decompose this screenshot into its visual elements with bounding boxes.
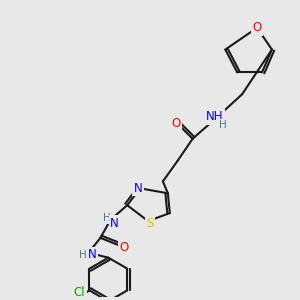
Text: Cl: Cl <box>74 286 85 299</box>
Text: O: O <box>120 241 129 254</box>
Text: N: N <box>88 248 97 261</box>
Text: N: N <box>110 217 119 230</box>
Text: S: S <box>146 217 154 230</box>
Text: O: O <box>252 21 262 34</box>
Text: H: H <box>103 213 110 223</box>
Text: H: H <box>79 250 86 260</box>
Text: NH: NH <box>206 110 223 124</box>
Text: O: O <box>171 117 180 130</box>
Text: N: N <box>134 182 142 195</box>
Text: H: H <box>220 120 227 130</box>
